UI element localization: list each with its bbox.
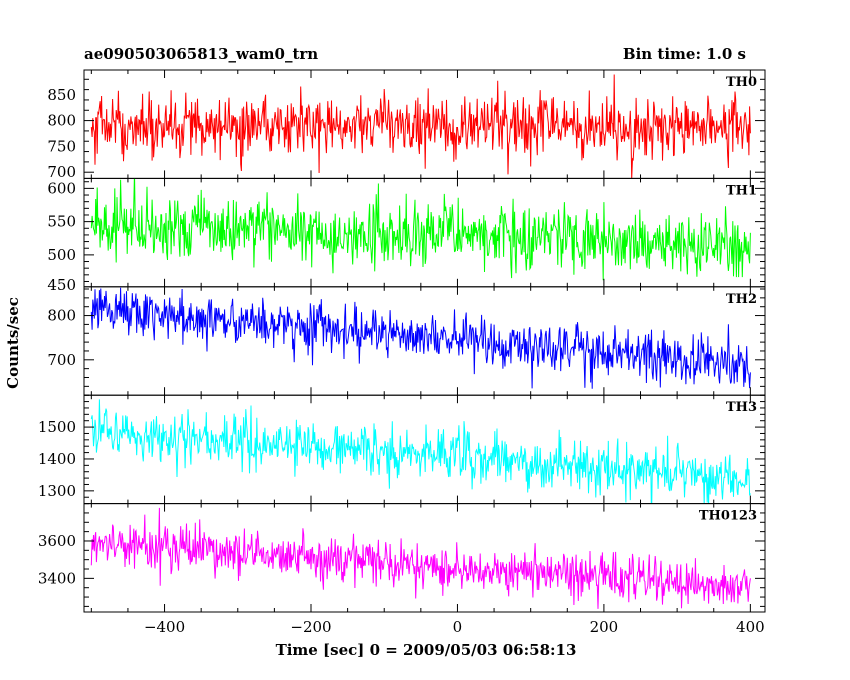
x-tick-label: 200	[590, 618, 619, 636]
series-line-th3	[90, 399, 751, 504]
y-tick-label-th3: 1500	[38, 418, 76, 436]
y-tick-label-th0: 750	[47, 137, 76, 155]
y-tick-label-th2: 800	[47, 307, 76, 325]
y-tick-label-th1: 600	[47, 179, 76, 197]
panel-label-th1: TH1	[726, 183, 757, 198]
panel-label-th3: TH3	[726, 400, 757, 415]
y-tick-label-th2: 700	[47, 351, 76, 369]
y-tick-label-th0123: 3600	[38, 532, 76, 550]
y-tick-label-th0: 850	[47, 86, 76, 104]
series-line-th1	[90, 178, 751, 281]
series-line-th0123	[90, 507, 751, 609]
x-tick-label: −400	[144, 618, 185, 636]
y-tick-label-th0123: 3400	[38, 569, 76, 587]
series-line-th0	[90, 74, 751, 179]
chart-title: ae090503065813_wam0_trn	[84, 45, 318, 63]
y-tick-label-th1: 550	[47, 213, 76, 231]
panel-frame-th0123	[83, 503, 766, 613]
y-tick-label-th3: 1400	[38, 450, 76, 468]
panel-label-th2: TH2	[726, 292, 757, 307]
panel-label-th0: TH0	[726, 75, 757, 90]
x-tick-label: −200	[290, 618, 331, 636]
y-axis-label: Counts/sec	[4, 297, 22, 389]
y-tick-label-th0: 700	[47, 163, 76, 181]
x-tick-label: 0	[453, 618, 463, 636]
x-tick-label: 400	[736, 618, 765, 636]
y-tick-label-th3: 1300	[38, 482, 76, 500]
y-tick-label-th1: 500	[47, 246, 76, 264]
panels-group: TH0 700 750 800 850 TH1 450 500 550 600 TH2 700 800 T…	[38, 69, 766, 636]
panel-label-th0123: TH0123	[699, 509, 757, 524]
bin-time-label: Bin time: 1.0 s	[623, 45, 746, 63]
y-tick-label-th0: 800	[47, 112, 76, 130]
series-line-th2	[90, 287, 751, 389]
y-tick-label-th1: 450	[47, 276, 76, 294]
x-axis-label: Time [sec] 0 = 2009/05/03 06:58:13	[276, 641, 577, 659]
